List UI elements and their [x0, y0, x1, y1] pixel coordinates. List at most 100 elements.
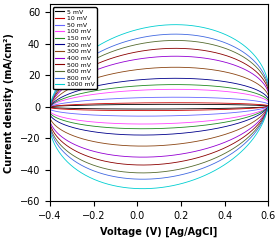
50 mV	[267, 105, 270, 108]
300 mV	[173, 66, 177, 69]
Line: 600 mV: 600 mV	[49, 40, 269, 173]
500 mV	[52, 97, 55, 100]
Line: 200 mV: 200 mV	[49, 78, 269, 135]
200 mV	[51, 102, 54, 105]
150 mV	[52, 102, 55, 105]
500 mV	[141, 164, 144, 167]
600 mV	[52, 96, 55, 99]
600 mV	[263, 114, 267, 116]
400 mV	[51, 100, 54, 103]
800 mV	[51, 97, 54, 100]
5 mV	[59, 107, 62, 109]
X-axis label: Voltage (V) [Ag/AgCl]: Voltage (V) [Ag/AgCl]	[101, 227, 218, 237]
10 mV	[51, 105, 54, 108]
10 mV	[267, 105, 270, 108]
200 mV	[52, 101, 55, 104]
800 mV	[52, 95, 55, 98]
400 mV	[48, 119, 51, 122]
5 mV	[52, 105, 55, 108]
500 mV	[48, 121, 51, 124]
10 mV	[52, 105, 55, 107]
600 mV	[48, 123, 51, 126]
1000 mV	[59, 152, 62, 155]
1000 mV	[141, 187, 144, 190]
Line: 100 mV: 100 mV	[49, 89, 269, 124]
5 mV	[141, 107, 144, 110]
800 mV	[267, 105, 270, 108]
5 mV	[267, 105, 270, 108]
50 mV	[52, 104, 55, 107]
150 mV	[267, 105, 270, 108]
400 mV	[192, 150, 195, 153]
1000 mV	[263, 115, 267, 118]
100 mV	[141, 123, 144, 126]
Y-axis label: Current density (mA/cm²): Current density (mA/cm²)	[4, 33, 14, 173]
5 mV	[48, 106, 51, 109]
5 mV	[51, 105, 54, 108]
500 mV	[267, 105, 270, 108]
10 mV	[59, 107, 62, 110]
200 mV	[173, 77, 177, 80]
150 mV	[173, 83, 177, 86]
150 mV	[48, 111, 51, 114]
600 mV	[267, 105, 270, 108]
600 mV	[141, 171, 144, 174]
300 mV	[51, 101, 54, 104]
300 mV	[48, 116, 51, 119]
1000 mV	[48, 127, 51, 130]
100 mV	[173, 88, 177, 91]
400 mV	[263, 112, 267, 114]
100 mV	[192, 121, 195, 124]
Line: 10 mV: 10 mV	[49, 103, 269, 111]
Line: 5 mV: 5 mV	[49, 104, 269, 109]
Line: 300 mV: 300 mV	[49, 67, 269, 146]
1000 mV	[51, 96, 54, 99]
500 mV	[263, 113, 267, 115]
300 mV	[267, 105, 270, 108]
400 mV	[59, 134, 62, 137]
Line: 50 mV: 50 mV	[49, 97, 269, 116]
600 mV	[192, 165, 195, 167]
100 mV	[263, 107, 267, 110]
50 mV	[267, 105, 270, 108]
400 mV	[267, 105, 270, 108]
10 mV	[173, 101, 177, 104]
200 mV	[267, 105, 270, 108]
200 mV	[263, 109, 267, 112]
100 mV	[267, 105, 270, 108]
150 mV	[267, 105, 270, 108]
300 mV	[141, 145, 144, 147]
600 mV	[59, 143, 62, 146]
1000 mV	[52, 94, 55, 96]
Line: 150 mV: 150 mV	[49, 85, 269, 129]
400 mV	[173, 55, 177, 58]
600 mV	[267, 105, 270, 108]
200 mV	[48, 113, 51, 116]
600 mV	[173, 39, 177, 42]
800 mV	[59, 147, 62, 150]
5 mV	[263, 106, 267, 108]
150 mV	[263, 108, 267, 111]
500 mV	[59, 139, 62, 141]
1000 mV	[267, 105, 270, 108]
800 mV	[48, 125, 51, 127]
200 mV	[141, 134, 144, 136]
400 mV	[141, 156, 144, 159]
150 mV	[51, 103, 54, 106]
600 mV	[51, 98, 54, 101]
150 mV	[192, 125, 195, 128]
Legend: 5 mV, 10 mV, 50 mV, 100 mV, 150 mV, 200 mV, 300 mV, 400 mV, 500 mV, 600 mV, 800 : 5 mV, 10 mV, 50 mV, 100 mV, 150 mV, 200 …	[53, 7, 97, 89]
200 mV	[59, 121, 62, 124]
400 mV	[267, 105, 270, 108]
800 mV	[141, 178, 144, 181]
1000 mV	[267, 105, 270, 108]
50 mV	[51, 104, 54, 107]
10 mV	[141, 109, 144, 112]
50 mV	[192, 114, 195, 117]
300 mV	[192, 141, 195, 143]
50 mV	[59, 111, 62, 114]
10 mV	[192, 109, 195, 112]
300 mV	[59, 128, 62, 131]
5 mV	[192, 107, 195, 110]
50 mV	[141, 115, 144, 118]
